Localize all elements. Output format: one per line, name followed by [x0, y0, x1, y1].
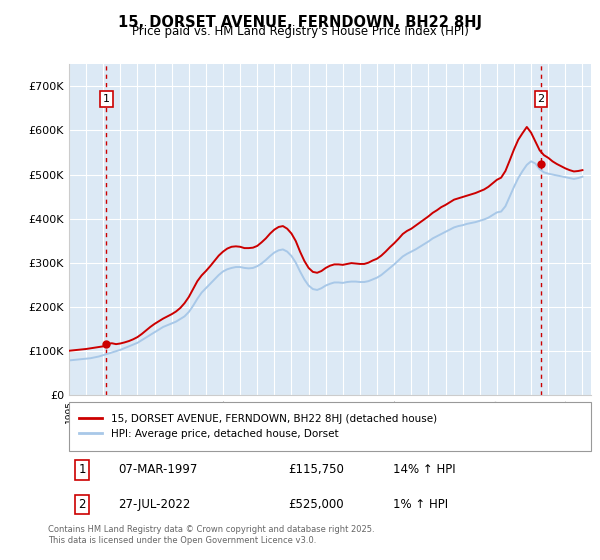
Text: 2: 2	[78, 498, 86, 511]
FancyBboxPatch shape	[69, 402, 591, 451]
Text: £115,750: £115,750	[288, 464, 344, 477]
Text: 1: 1	[103, 94, 110, 104]
Text: 15, DORSET AVENUE, FERNDOWN, BH22 8HJ: 15, DORSET AVENUE, FERNDOWN, BH22 8HJ	[118, 15, 482, 30]
Text: 1% ↑ HPI: 1% ↑ HPI	[392, 498, 448, 511]
Text: 27-JUL-2022: 27-JUL-2022	[119, 498, 191, 511]
Text: Contains HM Land Registry data © Crown copyright and database right 2025.
This d: Contains HM Land Registry data © Crown c…	[48, 525, 374, 545]
Text: 07-MAR-1997: 07-MAR-1997	[119, 464, 198, 477]
Text: Price paid vs. HM Land Registry's House Price Index (HPI): Price paid vs. HM Land Registry's House …	[131, 25, 469, 38]
Legend: 15, DORSET AVENUE, FERNDOWN, BH22 8HJ (detached house), HPI: Average price, deta: 15, DORSET AVENUE, FERNDOWN, BH22 8HJ (d…	[79, 413, 437, 439]
Text: 2: 2	[537, 94, 544, 104]
Text: 1: 1	[78, 464, 86, 477]
Text: £525,000: £525,000	[288, 498, 344, 511]
Text: 14% ↑ HPI: 14% ↑ HPI	[392, 464, 455, 477]
